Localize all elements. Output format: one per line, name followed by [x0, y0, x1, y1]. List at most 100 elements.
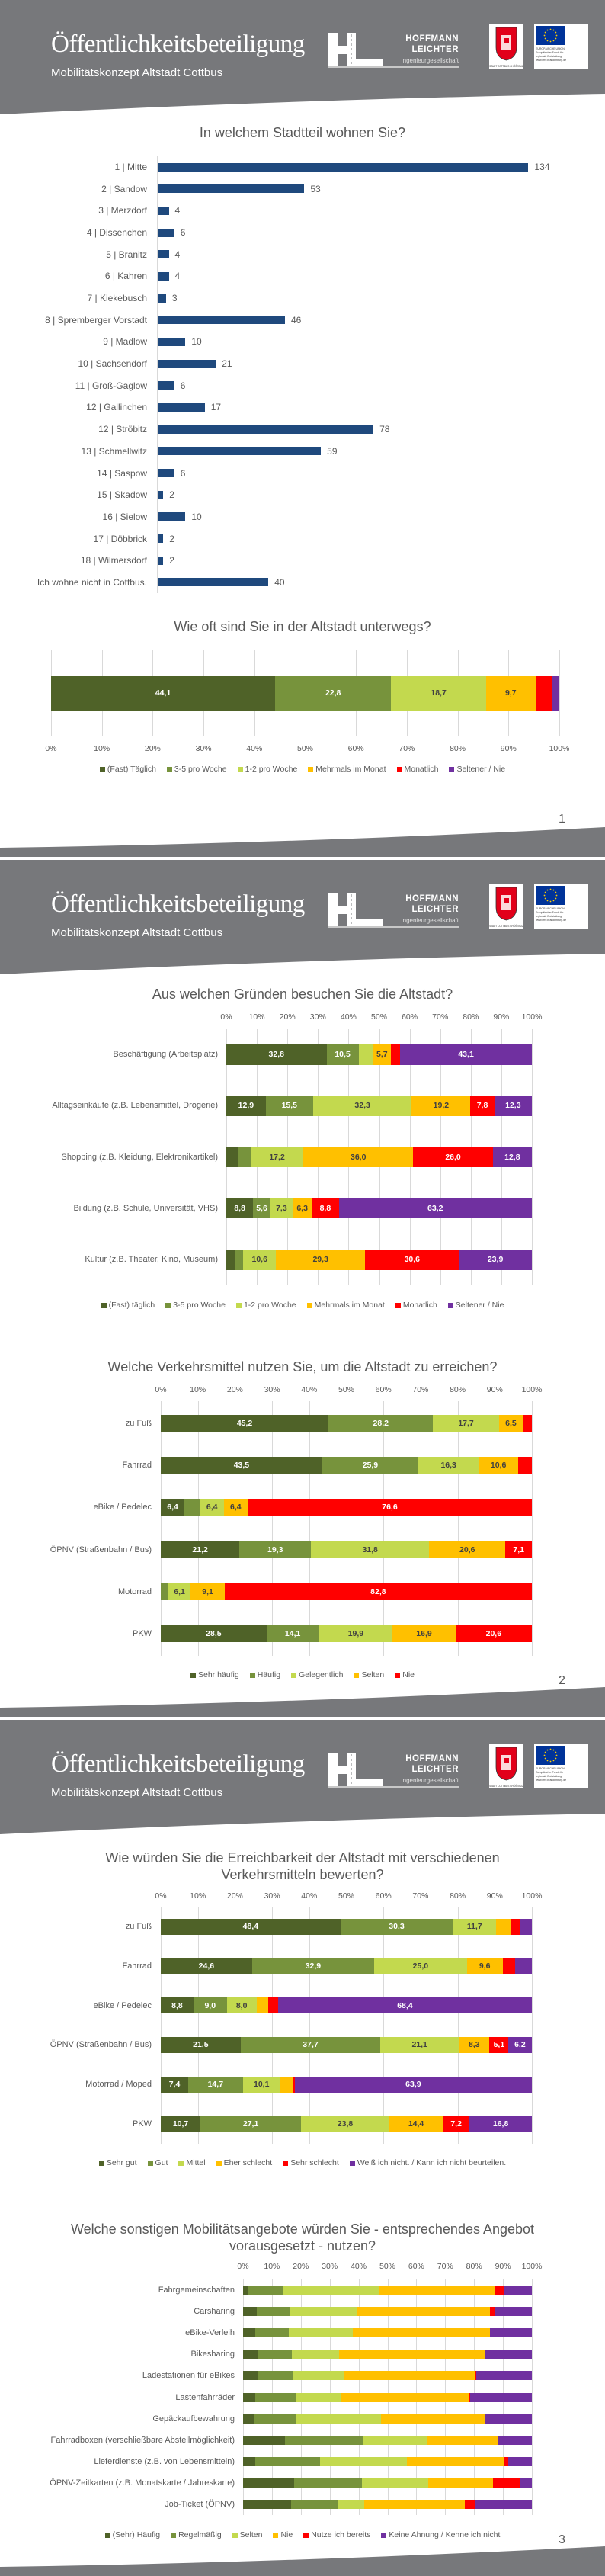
bar-segment — [293, 2478, 363, 2488]
x-tick-label: 60% — [347, 744, 364, 753]
bar-segment — [293, 2076, 295, 2093]
legend-label: 3-5 pro Woche — [173, 1301, 226, 1310]
category-label: 12 | Gallinchen — [86, 402, 147, 413]
data-label: 11,7 — [466, 1922, 482, 1931]
category-label: 8 | Spremberger Vorstadt — [45, 314, 147, 326]
legend-item: Sehr häufig — [190, 1670, 239, 1679]
header-band — [0, 860, 605, 974]
x-tick-label: 60% — [402, 1012, 418, 1022]
legend-label: Sehr häufig — [198, 1670, 239, 1679]
bar-segment — [358, 1044, 373, 1065]
bar-segment — [243, 2414, 254, 2424]
legend-label: 3-5 pro Woche — [174, 765, 227, 774]
gridline — [161, 1401, 162, 1656]
data-label: 21,5 — [193, 2040, 209, 2050]
data-label: 19,3 — [267, 1545, 283, 1554]
x-tick-label: 10% — [248, 1012, 265, 1022]
bar-segment: 20,6 — [455, 1625, 532, 1642]
bar-segment — [243, 2350, 259, 2359]
legend-item: Nie — [273, 2530, 293, 2539]
category-label: 5 | Branitz — [106, 249, 147, 260]
bar — [158, 316, 285, 325]
legend-item: 3-5 pro Woche — [166, 765, 227, 774]
data-label: 14,7 — [207, 2080, 224, 2090]
legend-swatch — [308, 766, 314, 772]
bar-segment — [523, 1415, 532, 1432]
x-tick-label: 40% — [340, 1012, 357, 1022]
category-label: PKW — [132, 2119, 152, 2128]
legend-swatch — [447, 1302, 453, 1308]
legend-label: Nie — [280, 2530, 293, 2539]
legend-item: Seltener / Nie — [449, 765, 505, 774]
header-band — [0, 0, 605, 114]
x-tick-label: 70% — [412, 1891, 429, 1901]
bar-segment: 19,9 — [319, 1625, 393, 1642]
data-label: 10,5 — [335, 1050, 351, 1059]
bar-segment: 7,3 — [270, 1198, 293, 1219]
legend-label: Häufig — [257, 1670, 281, 1679]
data-label: 32,8 — [268, 1050, 284, 1059]
data-label: 8,0 — [235, 2000, 248, 2010]
legend-label: (Sehr) Häufig — [112, 2530, 161, 2539]
bar-segment: 14,1 — [266, 1625, 319, 1642]
bar — [158, 425, 374, 434]
legend-swatch — [303, 2532, 309, 2538]
bar-segment — [485, 2350, 532, 2359]
gridline — [532, 1029, 533, 1285]
bar-segment — [520, 2478, 532, 2488]
data-label: 63,2 — [427, 1203, 443, 1213]
legend-label: Monatlich — [404, 765, 439, 774]
data-label: 30,6 — [404, 1255, 421, 1265]
bar-segment — [344, 2371, 476, 2381]
bar-segment — [243, 2392, 256, 2402]
gridline — [532, 1907, 533, 2144]
category-label: Job-Ticket (ÖPNV) — [165, 2500, 235, 2509]
data-label: 82,8 — [370, 1586, 386, 1596]
eu-stars-icon — [543, 28, 558, 43]
category-label: Motorrad — [117, 1586, 152, 1596]
x-tick-label: 0% — [155, 1385, 167, 1394]
data-label: 14,4 — [408, 2119, 424, 2128]
bar-segment: 5,1 — [489, 2036, 509, 2053]
gridline — [383, 1907, 385, 2144]
bar-segment: 12,3 — [494, 1095, 532, 1116]
x-tick-label: 20% — [226, 1385, 243, 1394]
header-subtitle: Mobilitätskonzept Altstadt Cottbus — [51, 926, 223, 939]
legend-item: Nie — [395, 1670, 415, 1679]
bar-segment: 12,9 — [226, 1095, 266, 1116]
bar-segment: 21,5 — [161, 2036, 241, 2053]
legend-item: Regelmäßig — [171, 2530, 222, 2539]
legend-item: Sehr schlecht — [283, 2158, 339, 2167]
data-label: 12,3 — [505, 1101, 521, 1111]
company-name: HOFFMANN LEICHTER — [405, 893, 459, 915]
city-coat-of-arms-logo: STADT COTTBUS CHÓŚEBUZ — [489, 24, 523, 69]
bar-segment: 10,6 — [243, 1249, 276, 1270]
bar-segment — [517, 1457, 532, 1474]
chart-title: Welche Verkehrsmittel nutzen Sie, um die… — [107, 1359, 498, 1375]
company-subtitle: Ingenieurgesellschaft — [401, 57, 459, 64]
bar-segment — [226, 1249, 235, 1270]
legend-item: 3-5 pro Woche — [165, 1301, 226, 1310]
bar-segment — [257, 2371, 293, 2381]
chart-title: Wie oft sind Sie in der Altstadt unterwe… — [174, 619, 431, 634]
gridline — [272, 1907, 274, 2144]
legend-swatch — [178, 2160, 184, 2166]
bar-segment: 15,5 — [265, 1095, 313, 1116]
bar-segment — [353, 2328, 491, 2338]
bar-segment: 7,1 — [505, 1541, 532, 1558]
x-tick-label: 20% — [144, 744, 161, 753]
x-tick-label: 10% — [264, 2262, 280, 2271]
x-tick-label: 30% — [264, 1891, 280, 1901]
bar-segment — [319, 2456, 408, 2466]
bar-segment: 5,7 — [373, 1044, 391, 1065]
category-label: ÖPNV (Straßenbahn / Bus) — [50, 1545, 152, 1554]
data-label: 16,9 — [416, 1629, 432, 1638]
company-name-line1: HOFFMANN — [405, 1754, 459, 1763]
legend-item: (Fast) täglich — [101, 1301, 155, 1310]
data-label: 10,1 — [253, 2080, 270, 2090]
company-logo-underline — [328, 66, 459, 68]
company-logo-underline — [328, 1786, 459, 1788]
legend-item: Keine Ahnung / Kenne ich nicht — [381, 2530, 500, 2539]
category-label: Fahrradboxen (verschließbare Abstellmögl… — [50, 2435, 235, 2445]
city-logo-text: STADT COTTBUS CHÓŚEBUZ — [489, 65, 523, 68]
